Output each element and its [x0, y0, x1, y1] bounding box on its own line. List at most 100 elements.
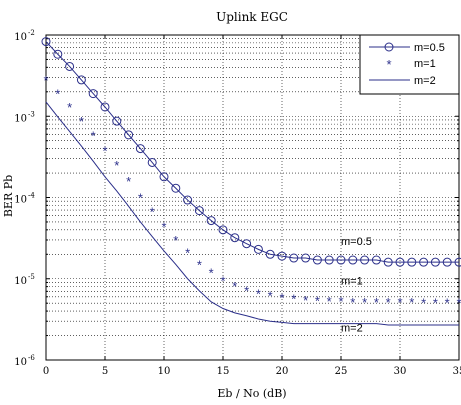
data-point-star: *: [150, 205, 155, 220]
data-point-star: *: [220, 274, 225, 289]
data-point-star: *: [173, 233, 178, 248]
data-point-star: *: [291, 292, 296, 307]
data-point-circle: [218, 225, 228, 235]
data-point-circle: [100, 102, 110, 112]
data-point-circle: [53, 49, 63, 59]
legend-label-m2: m=2: [414, 75, 436, 87]
series-layer: * * * * * * * * * * * * * * * * * * * * * * * * * * * * * * * * * * * *: [41, 37, 461, 326]
data-point-star: *: [244, 283, 249, 298]
data-point-star: *: [303, 293, 308, 308]
data-point-circle: [206, 216, 216, 226]
data-point-star: *: [315, 293, 320, 308]
data-point-circle: [147, 157, 157, 167]
data-point-circle: [348, 255, 358, 265]
data-point-star: *: [397, 295, 402, 310]
data-point-star: *: [445, 296, 450, 311]
data-point-star: *: [91, 128, 96, 143]
data-point-circle: [454, 257, 461, 267]
data-point-circle: [135, 144, 145, 154]
data-point-star: *: [79, 114, 84, 129]
data-point-star: *: [55, 87, 60, 102]
legend-star-marker: *: [386, 57, 391, 72]
data-point-circle: [383, 257, 393, 267]
series-m=1: * * * * * * * * * * * * * * * * * * * * * * * * * * * * * * * * * * * *: [43, 73, 461, 311]
data-point-star: *: [43, 73, 48, 88]
x-tick-label: 0: [43, 366, 49, 377]
series-m=0.5: [41, 37, 461, 267]
data-point-circle: [41, 37, 51, 47]
data-point-circle: [289, 253, 299, 263]
y-tick-exponent: -2: [28, 29, 35, 37]
data-point-star: *: [433, 296, 438, 311]
data-point-star: *: [421, 296, 426, 311]
legend-circle-marker: [384, 42, 394, 52]
y-tick-label: 10: [14, 32, 27, 43]
series-line: [45, 101, 459, 326]
y-tick-label: 10: [14, 113, 27, 124]
data-point-star: *: [114, 158, 119, 173]
data-point-star: *: [209, 265, 214, 280]
data-point-circle: [230, 233, 240, 243]
data-point-circle: [419, 257, 429, 267]
data-point-star: *: [138, 191, 143, 206]
y-tick-exponent: -6: [28, 354, 35, 362]
data-point-star: *: [279, 290, 284, 305]
data-point-circle: [265, 249, 275, 259]
y-tick-label: 10: [14, 195, 27, 206]
legend-label-m1: m=1: [414, 58, 436, 70]
data-point-star: *: [197, 257, 202, 272]
data-point-star: *: [374, 295, 379, 310]
x-tick-label: 10: [158, 366, 171, 377]
series-line: [45, 41, 459, 263]
data-point-circle: [171, 183, 181, 193]
x-tick-label: 15: [217, 366, 230, 377]
data-point-circle: [76, 75, 86, 85]
data-point-star: *: [256, 286, 261, 301]
data-point-star: *: [362, 295, 367, 310]
data-point-circle: [88, 89, 98, 99]
data-point-circle: [371, 255, 381, 265]
data-point-star: *: [232, 279, 237, 294]
data-point-circle: [183, 195, 193, 205]
x-tick-label: 35: [453, 366, 461, 377]
data-point-star: *: [350, 295, 355, 310]
x-tick-label: 5: [102, 366, 108, 377]
series-m=2: [45, 101, 459, 326]
data-point-circle: [442, 257, 452, 267]
annotations-layer: m=0.5 m=1 m=2: [341, 236, 372, 334]
legend: m=0.5 * m=1 m=2: [359, 34, 460, 95]
legend-box: [359, 34, 460, 95]
data-point-circle: [253, 244, 263, 254]
data-point-circle: [242, 239, 252, 249]
data-point-star: *: [327, 294, 332, 309]
data-point-star: *: [126, 174, 131, 189]
data-point-star: *: [268, 289, 273, 304]
data-point-circle: [407, 257, 417, 267]
y-axis-label: BER Pb: [2, 175, 15, 217]
data-point-star: *: [67, 100, 72, 115]
data-point-star: *: [409, 295, 414, 310]
data-point-circle: [324, 255, 334, 265]
data-point-circle: [430, 257, 440, 267]
x-tick-label: 30: [394, 366, 407, 377]
y-tick-exponent: -4: [28, 192, 35, 200]
x-tick-label: 25: [335, 366, 348, 377]
data-point-circle: [277, 251, 287, 261]
data-point-circle: [65, 61, 75, 71]
data-point-star: *: [185, 246, 190, 261]
data-point-circle: [336, 255, 346, 265]
annotation-m=1: m=1: [341, 276, 363, 288]
data-point-circle: [395, 257, 405, 267]
y-tick-exponent: -5: [28, 273, 35, 281]
x-axis-label: Eb / No (dB): [217, 387, 286, 400]
data-point-circle: [124, 130, 134, 140]
data-point-circle: [112, 116, 122, 126]
data-point-circle: [360, 255, 370, 265]
data-point-star: *: [338, 294, 343, 309]
data-point-star: *: [456, 296, 461, 311]
legend-label-m05: m=0.5: [414, 42, 445, 54]
y-tick-exponent: -3: [28, 110, 35, 118]
data-point-circle: [312, 255, 322, 265]
y-tick-label: 10: [14, 357, 27, 368]
